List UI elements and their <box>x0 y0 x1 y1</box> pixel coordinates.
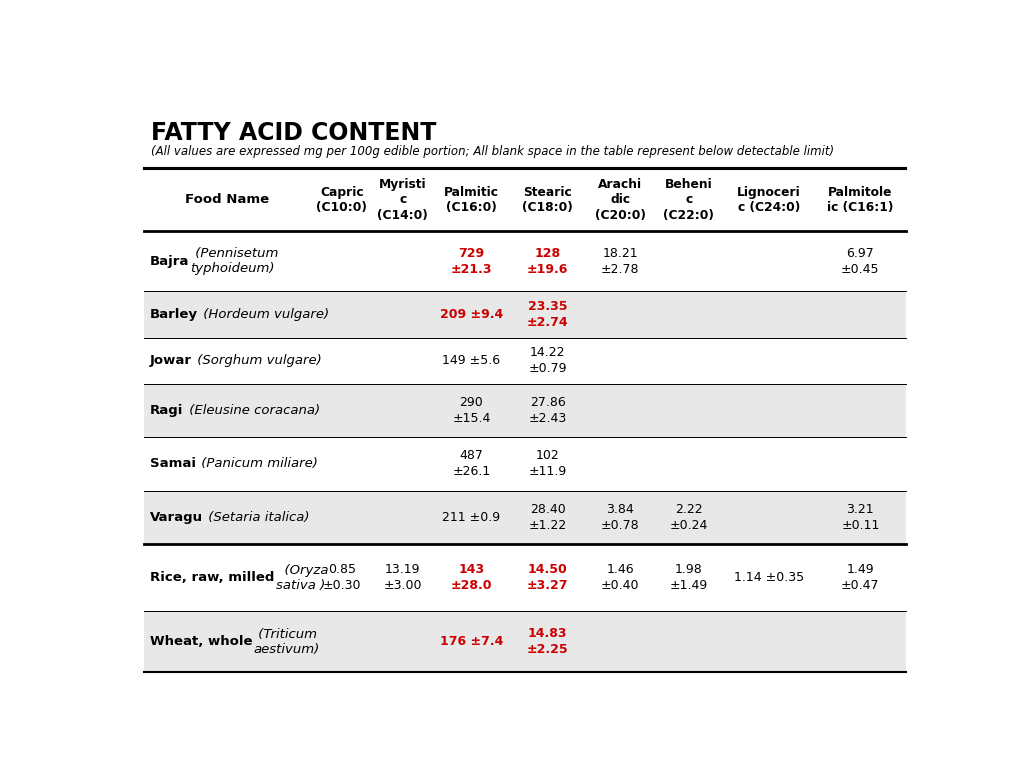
Text: 1.46
±0.40: 1.46 ±0.40 <box>601 563 639 592</box>
Text: (Hordeum vulgare): (Hordeum vulgare) <box>200 308 330 321</box>
Text: Barley: Barley <box>150 308 198 321</box>
Text: 1.49
±0.47: 1.49 ±0.47 <box>841 563 880 592</box>
Text: (Pennisetum
typhoideum): (Pennisetum typhoideum) <box>190 247 278 275</box>
Text: (All values are expressed mg per 100g edible portion; All blank space in the tab: (All values are expressed mg per 100g ed… <box>152 144 835 157</box>
Bar <box>143 384 906 437</box>
Text: Bajra: Bajra <box>150 254 189 267</box>
Text: Rice, raw, milled: Rice, raw, milled <box>150 571 274 584</box>
Text: (Setaria italica): (Setaria italica) <box>205 511 310 524</box>
Text: 290
±15.4: 290 ±15.4 <box>453 396 490 425</box>
Text: 14.50
±3.27: 14.50 ±3.27 <box>527 563 568 592</box>
Text: 149 ±5.6: 149 ±5.6 <box>442 354 501 367</box>
Bar <box>143 611 906 672</box>
Text: Ragi: Ragi <box>150 404 183 417</box>
Text: 3.21
±0.11: 3.21 ±0.11 <box>841 503 880 531</box>
Text: 14.22
±0.79: 14.22 ±0.79 <box>528 346 567 375</box>
Bar <box>143 337 906 384</box>
Text: 487
±26.1: 487 ±26.1 <box>453 449 490 478</box>
Bar <box>143 544 906 611</box>
Text: (Eleusine coracana): (Eleusine coracana) <box>184 404 319 417</box>
Text: 176 ±7.4: 176 ±7.4 <box>439 635 503 648</box>
Bar <box>143 291 906 337</box>
Text: 13.19
±3.00: 13.19 ±3.00 <box>384 563 422 592</box>
Text: 102
±11.9: 102 ±11.9 <box>528 449 567 478</box>
Text: Beheni
c
(C22:0): Beheni c (C22:0) <box>664 178 714 222</box>
Text: 0.85
±0.30: 0.85 ±0.30 <box>323 563 361 592</box>
Text: 2.22
±0.24: 2.22 ±0.24 <box>670 503 708 531</box>
Text: Palmitole
ic (C16:1): Palmitole ic (C16:1) <box>827 186 894 214</box>
Text: Samai: Samai <box>150 457 196 470</box>
Text: 143
±28.0: 143 ±28.0 <box>451 563 493 592</box>
Text: 1.98
±1.49: 1.98 ±1.49 <box>670 563 708 592</box>
Text: 1.14 ±0.35: 1.14 ±0.35 <box>734 571 804 584</box>
Text: (Oryza
sativa ): (Oryza sativa ) <box>275 564 328 591</box>
Bar <box>143 437 906 491</box>
Text: 27.86
±2.43: 27.86 ±2.43 <box>528 396 567 425</box>
Text: 211 ±0.9: 211 ±0.9 <box>442 511 501 524</box>
Text: (Sorghum vulgare): (Sorghum vulgare) <box>194 354 322 367</box>
Text: 209 ±9.4: 209 ±9.4 <box>439 308 503 321</box>
Text: Lignoceri
c (C24:0): Lignoceri c (C24:0) <box>737 186 801 214</box>
Bar <box>143 230 906 291</box>
Text: (Panicum miliare): (Panicum miliare) <box>198 457 318 470</box>
Text: 28.40
±1.22: 28.40 ±1.22 <box>528 503 567 531</box>
Bar <box>143 169 906 230</box>
Text: Arachi
dic
(C20:0): Arachi dic (C20:0) <box>595 178 645 222</box>
Text: Jowar: Jowar <box>150 354 191 367</box>
Text: Food Name: Food Name <box>185 194 269 207</box>
Text: FATTY ACID CONTENT: FATTY ACID CONTENT <box>152 121 436 145</box>
Text: (Triticum
aestivum): (Triticum aestivum) <box>254 627 319 656</box>
Text: Stearic
(C18:0): Stearic (C18:0) <box>522 186 573 214</box>
Text: 3.84
±0.78: 3.84 ±0.78 <box>601 503 639 531</box>
Text: 6.97
±0.45: 6.97 ±0.45 <box>841 247 880 276</box>
Text: 14.83
±2.25: 14.83 ±2.25 <box>527 627 568 656</box>
Text: 128
±19.6: 128 ±19.6 <box>527 247 568 276</box>
Text: 23.35
±2.74: 23.35 ±2.74 <box>527 300 568 329</box>
Text: Varagu: Varagu <box>150 511 203 524</box>
Bar <box>143 491 906 544</box>
Text: 729
±21.3: 729 ±21.3 <box>451 247 493 276</box>
Text: Capric
(C10:0): Capric (C10:0) <box>316 186 368 214</box>
Text: Palmitic
(C16:0): Palmitic (C16:0) <box>444 186 499 214</box>
Text: Myristi
c
(C14:0): Myristi c (C14:0) <box>378 178 428 222</box>
Text: 18.21
±2.78: 18.21 ±2.78 <box>601 247 639 276</box>
Text: Wheat, whole: Wheat, whole <box>150 635 252 648</box>
